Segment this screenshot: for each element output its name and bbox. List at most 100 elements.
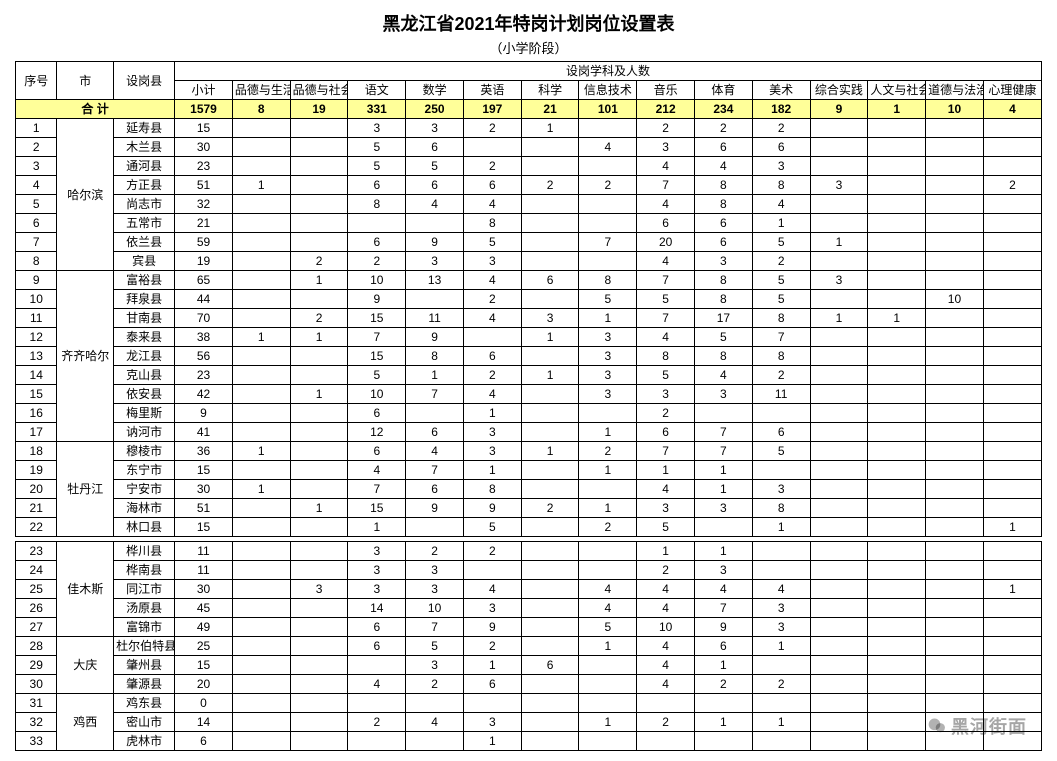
cell-value (232, 732, 290, 751)
cell-value (521, 599, 579, 618)
cell-value (926, 732, 984, 751)
cell-value (868, 542, 926, 561)
cell-value: 5 (752, 233, 810, 252)
total-cell: 331 (348, 100, 406, 119)
cell-value: 2 (752, 675, 810, 694)
cell-county: 讷河市 (114, 423, 175, 442)
cell-value (521, 347, 579, 366)
cell-value: 2 (521, 499, 579, 518)
cell-value: 56 (175, 347, 233, 366)
cell-value (983, 694, 1041, 713)
cell-value (868, 599, 926, 618)
cell-value: 4 (637, 252, 695, 271)
cell-seq: 17 (16, 423, 57, 442)
cell-value (290, 675, 348, 694)
cell-value: 1 (579, 713, 637, 732)
cell-county: 木兰县 (114, 138, 175, 157)
cell-value (868, 580, 926, 599)
cell-value: 11 (175, 542, 233, 561)
cell-value: 7 (406, 385, 464, 404)
cell-value (348, 214, 406, 233)
page-subtitle: （小学阶段） (15, 38, 1042, 57)
cell-value: 2 (579, 176, 637, 195)
page-title: 黑龙江省2021年特岗计划岗位设置表 (15, 10, 1042, 36)
cell-value (868, 518, 926, 537)
cell-value: 1 (463, 732, 521, 751)
header-city: 市 (57, 62, 114, 100)
cell-value: 11 (406, 309, 464, 328)
cell-value: 4 (637, 656, 695, 675)
cell-county: 尚志市 (114, 195, 175, 214)
cell-value: 2 (579, 518, 637, 537)
header-subject: 美术 (752, 81, 810, 100)
cell-county: 虎林市 (114, 732, 175, 751)
cell-value (868, 423, 926, 442)
table-row: 11甘南县7021511431717811 (16, 309, 1042, 328)
cell-value (752, 732, 810, 751)
header-county: 设岗县 (114, 62, 175, 100)
cell-value (810, 480, 868, 499)
cell-value (579, 404, 637, 423)
cell-value: 3 (579, 366, 637, 385)
cell-value (926, 119, 984, 138)
cell-value: 1 (579, 499, 637, 518)
cell-value: 4 (752, 580, 810, 599)
cell-value (926, 271, 984, 290)
cell-value: 1 (521, 442, 579, 461)
cell-value: 6 (348, 618, 406, 637)
cell-value: 1 (637, 461, 695, 480)
table-row: 18牡丹江穆棱市36164312775 (16, 442, 1042, 461)
cell-value: 8 (348, 195, 406, 214)
cell-value: 5 (637, 366, 695, 385)
cell-value: 1 (695, 656, 753, 675)
cell-value: 4 (637, 675, 695, 694)
total-row: 合 计15798193312501972110121223418291104 (16, 100, 1042, 119)
cell-value: 5 (579, 290, 637, 309)
cell-value (868, 404, 926, 423)
total-label: 合 计 (16, 100, 175, 119)
cell-value (579, 732, 637, 751)
table-row: 7依兰县59695720651 (16, 233, 1042, 252)
cell-value (290, 366, 348, 385)
total-cell: 212 (637, 100, 695, 119)
cell-value: 6 (752, 423, 810, 442)
cell-seq: 9 (16, 271, 57, 290)
cell-value: 9 (406, 233, 464, 252)
cell-seq: 22 (16, 518, 57, 537)
cell-value: 15 (348, 347, 406, 366)
cell-value (926, 637, 984, 656)
cell-value (232, 214, 290, 233)
table-row: 22林口县15152511 (16, 518, 1042, 537)
cell-value (521, 404, 579, 423)
cell-value (579, 195, 637, 214)
cell-value: 3 (810, 176, 868, 195)
cell-value (810, 328, 868, 347)
cell-value: 1 (232, 176, 290, 195)
cell-value: 49 (175, 618, 233, 637)
cell-value: 1 (752, 214, 810, 233)
cell-value (695, 694, 753, 713)
cell-value (521, 713, 579, 732)
cell-value: 4 (752, 195, 810, 214)
cell-value (926, 157, 984, 176)
cell-seq: 13 (16, 347, 57, 366)
cell-value (810, 119, 868, 138)
cell-value (868, 176, 926, 195)
table-row: 33虎林市61 (16, 732, 1042, 751)
cell-value (926, 214, 984, 233)
cell-value: 8 (752, 176, 810, 195)
table-row: 3通河县23552443 (16, 157, 1042, 176)
table-row: 6五常市218661 (16, 214, 1042, 233)
table-row: 32密山市142431211 (16, 713, 1042, 732)
total-cell: 9 (810, 100, 868, 119)
table-row: 27富锦市4967951093 (16, 618, 1042, 637)
cell-value: 1 (232, 442, 290, 461)
cell-value (926, 694, 984, 713)
cell-value (290, 656, 348, 675)
cell-value (810, 347, 868, 366)
cell-value (926, 385, 984, 404)
cell-value (810, 675, 868, 694)
cell-value (983, 138, 1041, 157)
cell-value: 2 (752, 252, 810, 271)
cell-value: 23 (175, 366, 233, 385)
